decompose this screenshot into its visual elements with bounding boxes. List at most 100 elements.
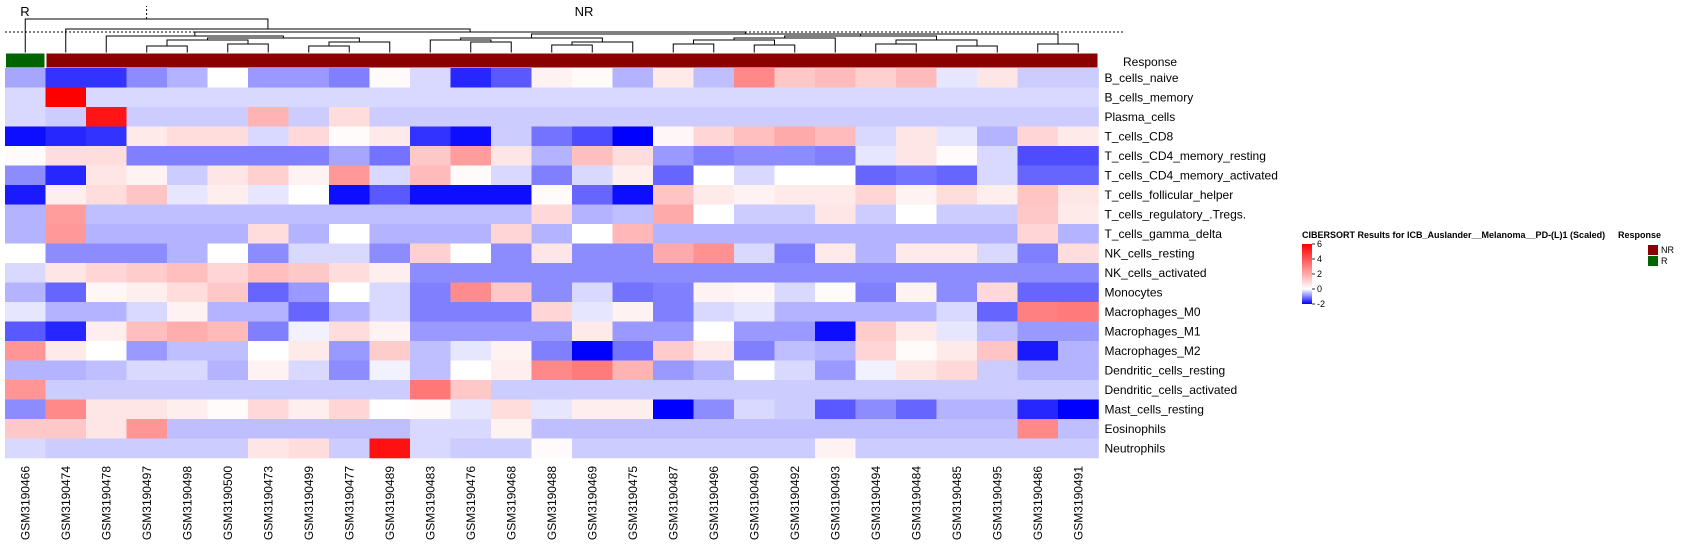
heatmap-cell [693,68,735,88]
heatmap-cell [936,302,978,322]
heatmap-cell [167,243,208,264]
heatmap-cell [207,224,249,244]
heatmap-cell [329,399,370,420]
heatmap-cell [450,419,492,439]
heatmap-cell [531,68,573,88]
heatmap-cell [531,146,573,166]
heatmap-cell [5,126,46,147]
heatmap-cell [693,87,735,108]
heatmap-cell [5,243,46,264]
heatmap-cell [288,438,330,459]
heatmap-cell [734,107,775,127]
heatmap-cell [977,341,1018,361]
heatmap-cell [86,302,127,322]
heatmap-cell [491,419,532,439]
heatmap-cell [612,68,654,88]
heatmap-cell [329,146,370,166]
column-label: GSM3190489 [383,466,397,540]
heatmap-cell [329,87,370,108]
heatmap-cell [248,224,289,244]
heatmap-cell [45,68,87,88]
heatmap-cell [572,107,613,127]
dendrogram-branch [308,45,350,53]
heatmap-cell [896,126,937,147]
heatmap-cell [410,204,451,225]
heatmap-cell [167,224,208,244]
heatmap-cell [855,399,897,420]
heatmap-cell [450,107,492,127]
heatmap-cell [653,380,694,400]
heatmap-cell [734,321,775,342]
heatmap-cell [896,302,937,322]
heatmap-cell [936,341,978,361]
heatmap-cell [977,282,1018,303]
color-scale-tick-label: 2 [1317,269,1322,279]
heatmap-cell [248,107,289,127]
heatmap-cell [86,146,127,166]
heatmap-cell [126,68,168,88]
heatmap-cell [248,126,289,147]
heatmap-cell [896,68,937,88]
heatmap-cell [491,282,532,303]
row-label: T_cells_CD4_memory_resting [1105,149,1266,163]
heatmap-cell [531,263,573,283]
heatmap-cell [491,107,532,127]
heatmap-cell [288,146,330,166]
heatmap-cell [126,360,168,381]
heatmap-cell [126,185,168,205]
heatmap-cell [369,146,411,166]
heatmap-cell [612,321,654,342]
heatmap-cell [167,165,208,186]
heatmap-cell [653,302,694,322]
row-label: B_cells_naive [1105,71,1179,85]
heatmap-cell [734,126,775,147]
heatmap-cell [491,68,532,88]
heatmap-cell [5,263,46,283]
heatmap-cell [369,204,411,225]
dendrogram-branch [753,44,796,53]
heatmap-cell [734,185,775,205]
heatmap-cell [207,360,249,381]
heatmap-cell [410,107,451,127]
heatmap-cell [369,399,411,420]
heatmap-cell [653,399,694,420]
heatmap-cell [450,165,492,186]
heatmap-cell [45,263,87,283]
heatmap-cell [207,165,249,186]
dendrogram-branch [227,43,269,53]
heatmap-cell [774,263,816,283]
heatmap-cell [572,263,613,283]
heatmap-cell [410,87,451,108]
column-label: GSM3190494 [869,466,883,540]
heatmap-cell [855,263,897,283]
heatmap-cell [936,107,978,127]
heatmap-cell [207,185,249,205]
row-label: Monocytes [1105,285,1163,299]
heatmap-cell [977,204,1018,225]
heatmap-cell [167,419,208,439]
heatmap-cell [734,341,775,361]
heatmap-cell [86,165,127,186]
heatmap-cell [653,321,694,342]
heatmap-cell [896,380,937,400]
legend-label-r: R [1661,256,1668,266]
dendrogram-branch [531,33,960,38]
heatmap-cell [815,87,856,108]
heatmap-cell [936,146,978,166]
heatmap-cell [653,438,694,459]
heatmap-cell [1058,399,1099,420]
row-label: T_cells_CD8 [1105,129,1174,143]
heatmap-cell [572,282,613,303]
heatmap-cell [977,224,1018,244]
heatmap-cell [369,126,411,147]
heatmap-cell [1017,341,1059,361]
column-label: GSM3190488 [545,466,559,540]
heatmap-cell [329,282,370,303]
response-legend: NRR [1648,245,1674,266]
heatmap-cell [1058,263,1099,283]
heatmap-cell [167,360,208,381]
heatmap-cell [248,380,289,400]
heatmap-cell [126,282,168,303]
heatmap-cell [531,399,573,420]
heatmap-cell [248,419,289,439]
